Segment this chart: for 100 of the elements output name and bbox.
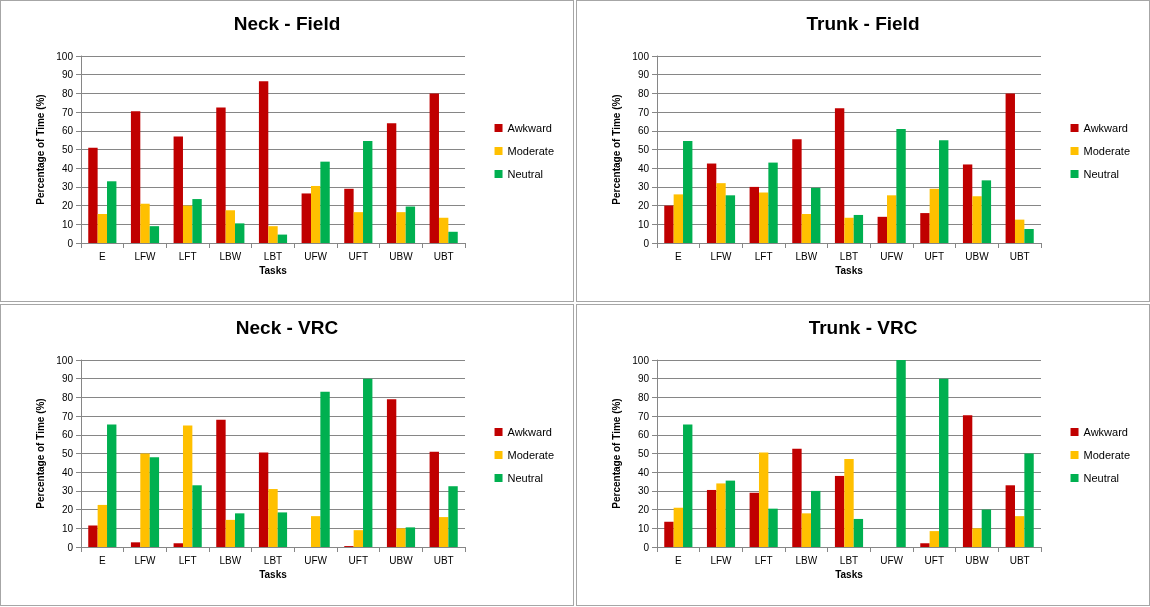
bar bbox=[268, 489, 278, 547]
bar bbox=[429, 93, 439, 243]
x-tick-label: LBW bbox=[795, 554, 818, 566]
chart-title: Neck - VRC bbox=[235, 317, 339, 338]
y-tick-label: 60 bbox=[637, 429, 650, 441]
x-tick-label: LBT bbox=[263, 250, 283, 262]
y-tick-label: 100 bbox=[632, 354, 650, 366]
x-axis-title: Tasks bbox=[835, 569, 864, 581]
y-tick-label: 0 bbox=[643, 541, 650, 553]
bar bbox=[320, 391, 330, 547]
x-tick-label: LBW bbox=[219, 250, 242, 262]
y-tick-label: 30 bbox=[637, 181, 650, 193]
y-axis-title: Percentage of Time (%) bbox=[34, 94, 46, 205]
y-tick-label: 80 bbox=[61, 87, 74, 99]
x-tick-label: LFT bbox=[754, 250, 773, 262]
bar bbox=[268, 226, 278, 243]
y-tick-label: 50 bbox=[637, 448, 650, 459]
bar bbox=[962, 415, 973, 547]
bar bbox=[929, 188, 940, 243]
bar bbox=[1024, 453, 1034, 547]
x-tick-label: E bbox=[99, 250, 106, 262]
y-tick-label: 50 bbox=[637, 144, 650, 155]
x-axis-title: Tasks bbox=[259, 265, 288, 277]
bar bbox=[320, 161, 330, 243]
bar bbox=[301, 193, 311, 243]
bar bbox=[107, 424, 117, 547]
x-tick-label: LBT bbox=[263, 554, 283, 566]
x-tick-label: UBT bbox=[1009, 250, 1030, 262]
y-tick-label: 60 bbox=[61, 125, 74, 137]
bar bbox=[192, 199, 202, 243]
y-tick-label: 60 bbox=[61, 429, 74, 441]
bar bbox=[716, 483, 726, 547]
bar bbox=[749, 186, 759, 243]
legend-label: Moderate bbox=[507, 449, 555, 461]
bar bbox=[88, 147, 98, 243]
bar bbox=[920, 543, 930, 547]
y-axis-title: Percentage of Time (%) bbox=[34, 398, 46, 509]
y-tick-label: 40 bbox=[637, 162, 650, 174]
bar bbox=[216, 419, 226, 547]
y-tick-label: 100 bbox=[56, 354, 74, 366]
bar bbox=[683, 141, 693, 243]
bar bbox=[673, 507, 684, 547]
bar bbox=[1014, 516, 1025, 547]
legend-label: Awkward bbox=[1083, 122, 1128, 134]
legend-label: Awkward bbox=[507, 122, 552, 134]
y-tick-label: 90 bbox=[61, 69, 74, 81]
legend-label: Neutral bbox=[507, 168, 543, 180]
bar bbox=[972, 196, 982, 243]
x-tick-label: UBT bbox=[433, 250, 454, 262]
bar bbox=[149, 226, 160, 243]
bar bbox=[811, 490, 821, 547]
bar bbox=[725, 480, 736, 547]
y-tick-label: 40 bbox=[637, 466, 650, 478]
bar bbox=[344, 188, 354, 243]
bar bbox=[448, 486, 458, 547]
x-tick-label: UBT bbox=[1009, 554, 1030, 566]
x-tick-label: LFT bbox=[178, 554, 197, 566]
y-axis-title: Percentage of Time (%) bbox=[610, 94, 622, 205]
x-tick-label: UBW bbox=[389, 250, 414, 262]
chart-title: Neck - Field bbox=[233, 13, 341, 34]
y-tick-label: 20 bbox=[637, 504, 650, 516]
bar bbox=[844, 459, 854, 547]
bar bbox=[801, 214, 812, 243]
x-tick-label: LBW bbox=[219, 554, 242, 566]
y-tick-label: 10 bbox=[61, 522, 74, 534]
bar bbox=[310, 185, 321, 243]
bar bbox=[768, 508, 778, 547]
bar bbox=[396, 212, 406, 243]
bar bbox=[363, 378, 373, 547]
bar bbox=[716, 183, 726, 243]
y-tick-label: 80 bbox=[61, 391, 74, 403]
bar bbox=[962, 164, 973, 243]
y-tick-label: 20 bbox=[637, 200, 650, 212]
bar bbox=[140, 453, 150, 547]
x-tick-label: UFW bbox=[304, 554, 328, 566]
bar bbox=[97, 504, 108, 547]
bar bbox=[225, 519, 236, 547]
bar bbox=[896, 128, 906, 243]
bar bbox=[353, 530, 364, 547]
x-tick-label: UBW bbox=[389, 554, 414, 566]
x-tick-label: UFT bbox=[348, 554, 369, 566]
bar bbox=[792, 139, 802, 243]
x-tick-label: UBW bbox=[965, 250, 990, 262]
x-tick-label: LFW bbox=[134, 250, 157, 262]
bar bbox=[801, 513, 812, 547]
x-tick-label: LFT bbox=[754, 554, 773, 566]
bar bbox=[258, 452, 269, 547]
y-tick-label: 40 bbox=[61, 466, 74, 478]
legend-label: Neutral bbox=[507, 472, 543, 484]
bar bbox=[277, 234, 288, 243]
legend-label: Awkward bbox=[1083, 426, 1128, 438]
bar bbox=[97, 214, 108, 243]
bar bbox=[192, 485, 202, 547]
y-tick-label: 0 bbox=[67, 237, 74, 249]
bar bbox=[130, 542, 141, 547]
bar bbox=[448, 231, 458, 243]
x-tick-label: LFW bbox=[710, 554, 733, 566]
y-tick-label: 100 bbox=[632, 50, 650, 62]
legend-label: Moderate bbox=[507, 145, 555, 157]
bar bbox=[758, 452, 769, 547]
